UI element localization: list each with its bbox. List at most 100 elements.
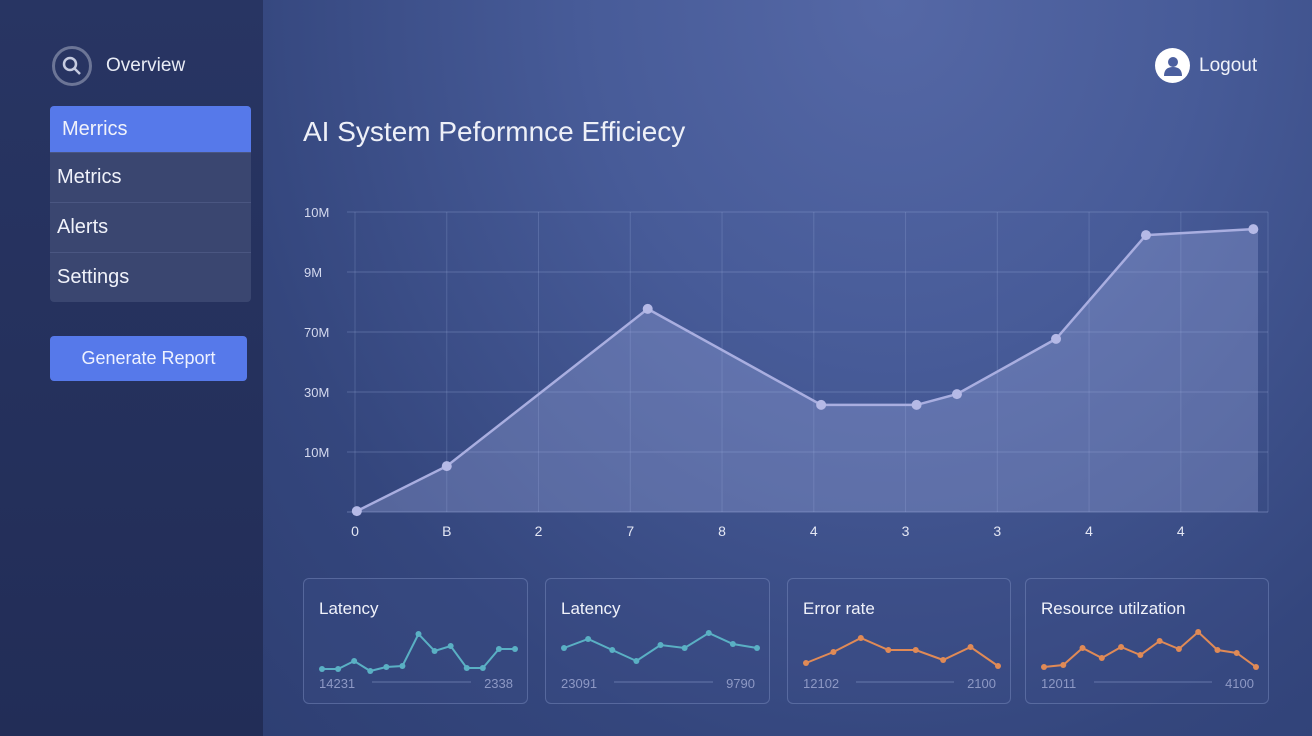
logout-button[interactable]: Logout <box>1155 48 1257 83</box>
data-point <box>951 389 962 400</box>
sparkline-path <box>322 632 515 673</box>
x-tick-label: 7 <box>626 523 634 539</box>
data-point <box>441 461 452 472</box>
sparkline-path <box>1043 630 1257 668</box>
x-tick-label: 4 <box>1085 523 1093 539</box>
card-title: Resource utilzation <box>1041 599 1186 618</box>
sparkline-point <box>633 658 640 664</box>
page-title: AI System Peformnce Efficiecy <box>303 116 686 147</box>
metric-card-resource-utilization[interactable]: Resource utilzation 12011 4100 <box>1025 578 1269 704</box>
metric-card-error-rate[interactable]: Error rate 12102 2100 <box>787 578 1011 704</box>
sparkline-point <box>912 647 919 653</box>
sidebar: Overview Merrics Metrics Alerts Settings… <box>0 0 263 736</box>
sparkline-point <box>830 649 837 655</box>
generate-report-button[interactable]: Generate Report <box>50 336 247 381</box>
min-value: 14231 <box>319 676 356 691</box>
sparkline <box>319 631 518 683</box>
x-tick-label: 3 <box>902 523 910 539</box>
sparkline-point <box>705 630 712 636</box>
y-tick-label: 30M <box>304 385 329 400</box>
max-value: 2338 <box>484 676 513 691</box>
sidebar-item-alerts[interactable]: Alerts <box>50 202 251 252</box>
sparkline-point <box>657 642 664 648</box>
sparkline <box>1041 629 1259 683</box>
sparkline <box>803 635 1001 683</box>
max-value: 9790 <box>726 676 755 691</box>
sparkline-point <box>940 657 947 663</box>
sparkline-point <box>1041 664 1047 670</box>
metric-card-latency-2[interactable]: Latency 23091 9790 <box>545 578 770 704</box>
y-tick-label: 70M <box>304 325 329 340</box>
min-value: 12011 <box>1041 676 1077 691</box>
x-tick-label: 4 <box>1177 523 1185 539</box>
user-icon <box>1155 48 1190 83</box>
sparkline-point <box>1233 650 1240 656</box>
data-point <box>351 506 362 517</box>
sparkline-point <box>447 643 454 649</box>
min-value: 23091 <box>561 676 598 691</box>
sparkline-point <box>1098 655 1105 661</box>
sparkline-point <box>479 665 486 671</box>
sparkline-point <box>351 658 358 664</box>
data-point <box>1051 333 1062 344</box>
sparkline-point <box>1195 629 1202 635</box>
data-point <box>911 399 922 410</box>
x-tick-label: 0 <box>351 523 359 539</box>
x-tick-label: B <box>442 523 451 539</box>
x-tick-label: 3 <box>993 523 1001 539</box>
logout-label: Logout <box>1199 54 1258 76</box>
y-tick-label: 10M <box>304 445 329 460</box>
sidebar-item-metrics[interactable]: Metrics <box>50 152 251 202</box>
sparkline-point <box>1175 646 1182 652</box>
y-tick-label: 9M <box>304 265 322 280</box>
sparkline-point <box>681 645 688 651</box>
card-title: Latency <box>319 599 379 618</box>
sparkline-point <box>609 647 616 653</box>
sparkline-point <box>367 668 374 674</box>
data-point <box>1140 230 1151 241</box>
sparkline-point <box>1156 638 1163 644</box>
x-tick-label: 8 <box>718 523 726 539</box>
sidebar-item-merrics[interactable]: Merrics <box>50 106 251 152</box>
sparkline-point <box>995 663 1001 669</box>
search-icon <box>52 46 92 86</box>
sparkline-point <box>1253 664 1259 670</box>
performance-chart: 10M 9M 70M 30M 10M 0 B 2 7 8 4 3 3 4 4 <box>304 205 1269 539</box>
overview-link[interactable]: Overview <box>52 46 185 86</box>
data-point <box>816 399 827 410</box>
sparkline-point <box>1137 652 1144 658</box>
main-panel <box>263 0 1312 736</box>
sparkline-point <box>729 641 736 647</box>
card-title: Latency <box>561 599 621 618</box>
sparkline-point <box>803 660 809 666</box>
max-value: 2100 <box>967 676 996 691</box>
card-title: Error rate <box>803 599 875 618</box>
sparkline-point <box>495 646 502 652</box>
data-point <box>1248 224 1259 235</box>
sparkline-point <box>415 631 422 637</box>
sparkline-point <box>1214 647 1221 653</box>
y-tick-label: 10M <box>304 205 329 220</box>
sparkline-point <box>399 663 406 669</box>
area-fill <box>356 229 1258 512</box>
sparkline-point <box>463 665 470 671</box>
sparkline-point <box>383 664 390 670</box>
sidebar-item-settings[interactable]: Settings <box>50 252 251 302</box>
sparkline-point <box>1060 662 1067 668</box>
sidebar-nav: Merrics Metrics Alerts Settings <box>50 106 251 302</box>
max-value: 4100 <box>1225 676 1254 691</box>
sparkline-point <box>967 644 974 650</box>
metric-card-latency[interactable]: Latency 14231 2338 <box>303 578 528 704</box>
sparkline-path <box>805 636 999 667</box>
sparkline-point <box>754 645 760 651</box>
sparkline-point <box>857 635 864 641</box>
sparkline-point <box>585 636 592 642</box>
sparkline-point <box>885 647 892 653</box>
sparkline-point <box>1079 645 1086 651</box>
data-point <box>642 303 653 314</box>
sparkline-point <box>1118 644 1125 650</box>
sparkline <box>561 630 760 683</box>
min-value: 12102 <box>803 676 840 691</box>
sparkline-point <box>335 666 342 672</box>
sparkline-point <box>512 646 518 652</box>
